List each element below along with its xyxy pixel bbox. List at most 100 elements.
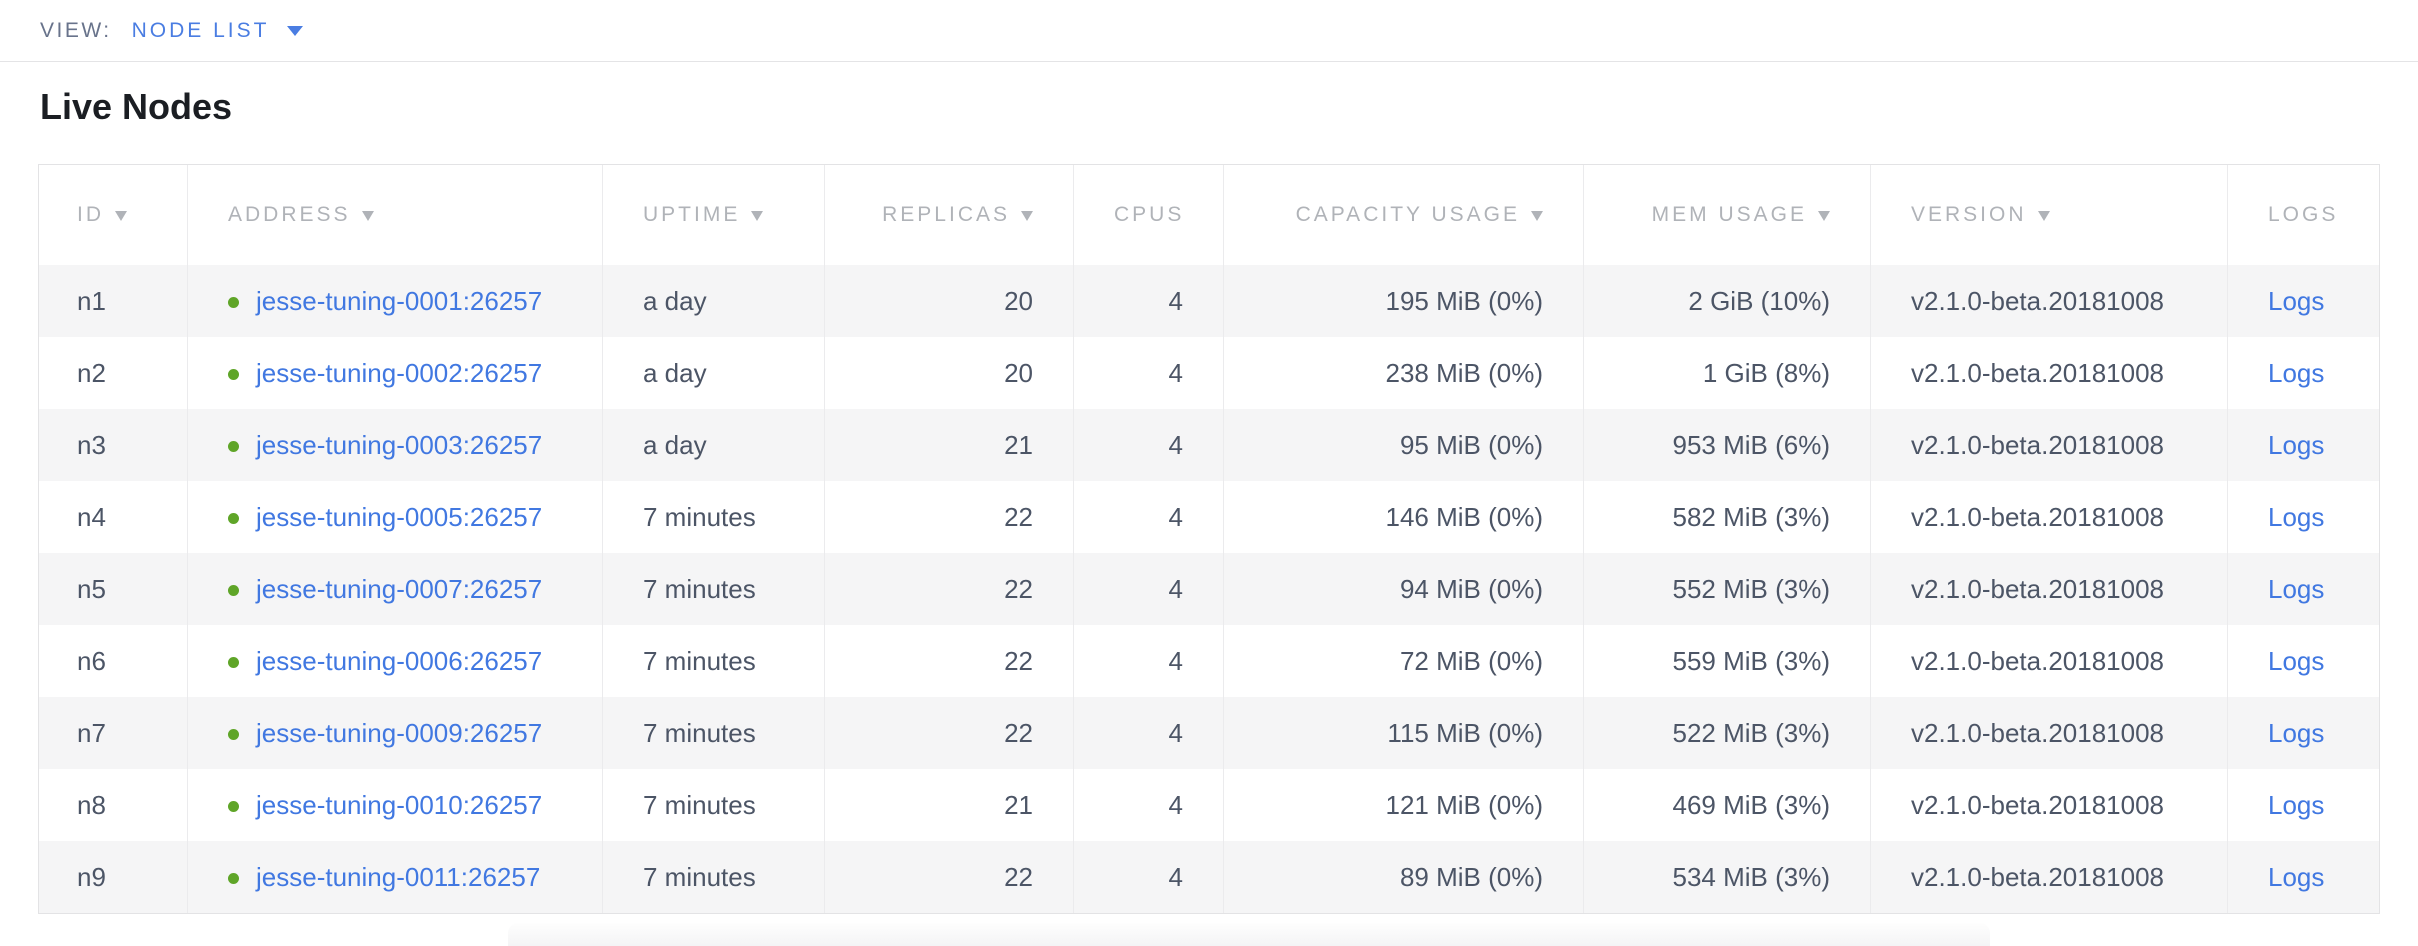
cell-cpus: 4 — [1074, 553, 1224, 625]
cell-replicas: 21 — [825, 769, 1074, 841]
column-header-replicas[interactable]: REPLICAS — [825, 165, 1074, 265]
cell-id: n2 — [39, 337, 188, 409]
logs-link[interactable]: Logs — [2268, 573, 2325, 604]
cell-replicas: 22 — [825, 553, 1074, 625]
cell-mem: 559 MiB (3%) — [1584, 625, 1871, 697]
address-link[interactable]: jesse-tuning-0005:26257 — [256, 501, 543, 532]
column-header-cpus: CPUS — [1074, 165, 1224, 265]
cell-uptime: a day — [603, 265, 825, 337]
cell-capacity: 195 MiB (0%) — [1224, 265, 1584, 337]
logs-link[interactable]: Logs — [2268, 501, 2325, 532]
address-link[interactable]: jesse-tuning-0003:26257 — [256, 429, 543, 460]
table-row: n2 jesse-tuning-0002:26257 a day 20 4 238 MiB… — [39, 337, 2379, 409]
view-selector-dropdown[interactable]: NODE LIST — [132, 19, 304, 43]
cell-uptime: 7 minutes — [603, 769, 825, 841]
column-header-capacity[interactable]: CAPACITY USAGE — [1224, 165, 1584, 265]
cell-replicas: 22 — [825, 697, 1074, 769]
column-header-label: MEM USAGE — [1651, 203, 1807, 226]
column-header-version[interactable]: VERSION — [1871, 165, 2228, 265]
column-header-label: ADDRESS — [228, 203, 351, 226]
column-header-label: CPUS — [1114, 203, 1185, 226]
cell-version: v2.1.0-beta.20181008 — [1871, 841, 2228, 913]
cell-mem: 469 MiB (3%) — [1584, 769, 1871, 841]
cell-replicas: 20 — [825, 337, 1074, 409]
logs-link[interactable]: Logs — [2268, 789, 2325, 820]
table-row: n8 jesse-tuning-0010:26257 7 minutes 21 4 121… — [39, 769, 2379, 841]
cell-capacity: 146 MiB (0%) — [1224, 481, 1584, 553]
cell-uptime: 7 minutes — [603, 553, 825, 625]
cell-mem: 522 MiB (3%) — [1584, 697, 1871, 769]
address-link[interactable]: jesse-tuning-0007:26257 — [256, 573, 543, 604]
address-link[interactable]: jesse-tuning-0006:26257 — [256, 645, 543, 676]
column-header-label: VERSION — [1911, 203, 2027, 226]
cell-version: v2.1.0-beta.20181008 — [1871, 337, 2228, 409]
cell-capacity: 95 MiB (0%) — [1224, 409, 1584, 481]
logs-link[interactable]: Logs — [2268, 429, 2325, 460]
cell-capacity: 121 MiB (0%) — [1224, 769, 1584, 841]
cell-mem: 953 MiB (6%) — [1584, 409, 1871, 481]
address-link[interactable]: jesse-tuning-0011:26257 — [256, 861, 541, 892]
cell-uptime: a day — [603, 409, 825, 481]
column-header-label: REPLICAS — [882, 203, 1010, 226]
cell-replicas: 22 — [825, 625, 1074, 697]
column-header-label: ID — [77, 203, 104, 226]
logs-link[interactable]: Logs — [2268, 645, 2325, 676]
node-live-status-icon — [228, 800, 239, 812]
cell-cpus: 4 — [1074, 409, 1224, 481]
column-header-id[interactable]: ID — [39, 165, 188, 265]
cell-uptime: 7 minutes — [603, 481, 825, 553]
view-bar: VIEW: NODE LIST — [0, 0, 2418, 62]
column-header-mem[interactable]: MEM USAGE — [1584, 165, 1871, 265]
address-link[interactable]: jesse-tuning-0002:26257 — [256, 357, 543, 388]
address-link[interactable]: jesse-tuning-0010:26257 — [256, 789, 543, 820]
cell-mem: 534 MiB (3%) — [1584, 841, 1871, 913]
logs-link[interactable]: Logs — [2268, 285, 2325, 316]
cell-version: v2.1.0-beta.20181008 — [1871, 769, 2228, 841]
cell-cpus: 4 — [1074, 769, 1224, 841]
cell-logs: Logs — [2228, 265, 2379, 337]
cell-mem: 552 MiB (3%) — [1584, 553, 1871, 625]
column-header-label: CAPACITY USAGE — [1295, 203, 1520, 226]
cell-replicas: 21 — [825, 409, 1074, 481]
cell-capacity: 238 MiB (0%) — [1224, 337, 1584, 409]
sort-desc-icon — [751, 211, 764, 221]
cell-address: jesse-tuning-0007:26257 — [188, 553, 603, 625]
address-link[interactable]: jesse-tuning-0001:26257 — [256, 285, 543, 316]
table-row: n5 jesse-tuning-0007:26257 7 minutes 22 4 94 … — [39, 553, 2379, 625]
sort-desc-icon — [115, 211, 127, 221]
live-nodes-table: ID ADDRESS UPTIME REPLICAS CPUS CAPACITY USAG… — [38, 164, 2380, 914]
table-row: n6 jesse-tuning-0006:26257 7 minutes 22 4 72 … — [39, 625, 2379, 697]
table-body: n1 jesse-tuning-0001:26257 a day 20 4 195 MiB… — [39, 265, 2379, 913]
cell-version: v2.1.0-beta.20181008 — [1871, 697, 2228, 769]
logs-link[interactable]: Logs — [2268, 357, 2325, 388]
cell-capacity: 94 MiB (0%) — [1224, 553, 1584, 625]
node-live-status-icon — [228, 656, 239, 668]
cell-address: jesse-tuning-0003:26257 — [188, 409, 603, 481]
sort-desc-icon — [1021, 211, 1033, 221]
table-header-row: ID ADDRESS UPTIME REPLICAS CPUS CAPACITY USAG… — [39, 165, 2379, 265]
cell-version: v2.1.0-beta.20181008 — [1871, 625, 2228, 697]
node-live-status-icon — [228, 584, 239, 596]
cell-logs: Logs — [2228, 337, 2379, 409]
cell-address: jesse-tuning-0006:26257 — [188, 625, 603, 697]
cell-id: n4 — [39, 481, 188, 553]
address-link[interactable]: jesse-tuning-0009:26257 — [256, 717, 543, 748]
cell-version: v2.1.0-beta.20181008 — [1871, 481, 2228, 553]
cell-id: n9 — [39, 841, 188, 913]
view-selector-value: NODE LIST — [131, 18, 270, 42]
cell-logs: Logs — [2228, 841, 2379, 913]
cell-version: v2.1.0-beta.20181008 — [1871, 409, 2228, 481]
table-row: n9 jesse-tuning-0011:26257 7 minutes 22 4 89 … — [39, 841, 2379, 913]
column-header-logs: LOGS — [2228, 165, 2379, 265]
column-header-address[interactable]: ADDRESS — [188, 165, 603, 265]
logs-link[interactable]: Logs — [2268, 717, 2325, 748]
cell-address: jesse-tuning-0010:26257 — [188, 769, 603, 841]
cell-logs: Logs — [2228, 553, 2379, 625]
column-header-uptime[interactable]: UPTIME — [603, 165, 825, 265]
cell-uptime: a day — [603, 337, 825, 409]
cell-uptime: 7 minutes — [603, 697, 825, 769]
cell-address: jesse-tuning-0011:26257 — [188, 841, 603, 913]
cell-capacity: 72 MiB (0%) — [1224, 625, 1584, 697]
cell-uptime: 7 minutes — [603, 625, 825, 697]
logs-link[interactable]: Logs — [2268, 861, 2325, 892]
